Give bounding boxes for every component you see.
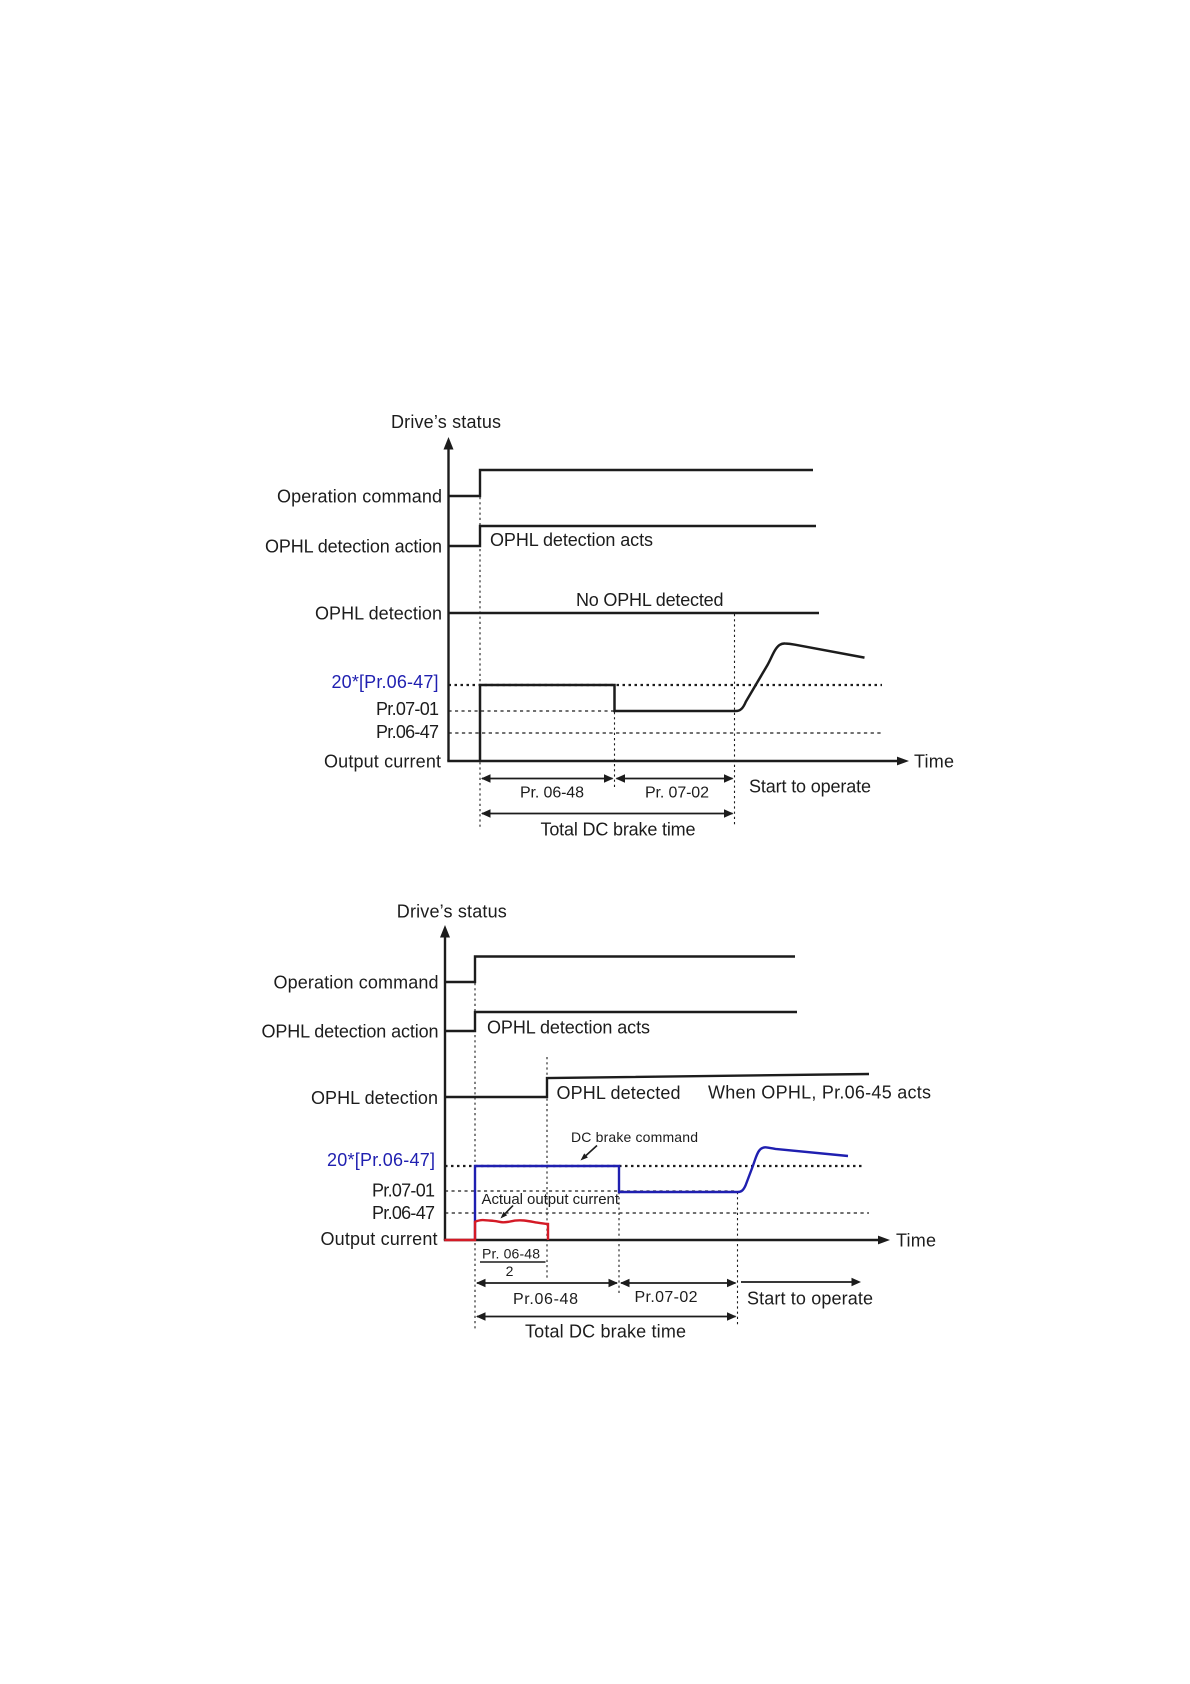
svg-text:Time: Time — [914, 751, 954, 771]
svg-text:Pr.07-01: Pr.07-01 — [372, 1181, 435, 1201]
svg-text:Pr. 07-02: Pr. 07-02 — [645, 785, 709, 802]
svg-text:DC brake command: DC brake command — [571, 1129, 698, 1145]
svg-text:When OPHL, Pr.06-45 acts: When OPHL, Pr.06-45 acts — [708, 1082, 931, 1102]
svg-text:OPHL detection acts: OPHL detection acts — [490, 530, 653, 550]
svg-text:Actual output current: Actual output current — [482, 1191, 620, 1208]
svg-text:Output current: Output current — [321, 1229, 438, 1249]
svg-text:20*[Pr.06-47]: 20*[Pr.06-47] — [332, 672, 439, 692]
svg-text:Time: Time — [896, 1230, 936, 1250]
svg-text:OPHL detection acts: OPHL detection acts — [487, 1018, 650, 1038]
svg-text:20*[Pr.06-47]: 20*[Pr.06-47] — [327, 1150, 435, 1170]
svg-text:Operation command: Operation command — [277, 486, 442, 506]
svg-text:Total DC brake time: Total DC brake time — [541, 820, 696, 840]
svg-text:Pr.06-47: Pr.06-47 — [372, 1203, 435, 1223]
svg-text:2: 2 — [506, 1263, 514, 1279]
svg-text:Start to operate: Start to operate — [749, 776, 871, 796]
svg-text:OPHL detection action: OPHL detection action — [265, 536, 442, 556]
svg-text:Pr.07-02: Pr.07-02 — [635, 1289, 698, 1306]
svg-text:No OPHL detected: No OPHL detected — [576, 590, 724, 610]
svg-text:OPHL detection: OPHL detection — [311, 1088, 438, 1108]
svg-text:OPHL detected: OPHL detected — [557, 1083, 681, 1103]
svg-text:OPHL detection action: OPHL detection action — [262, 1021, 439, 1041]
svg-text:Start to operate: Start to operate — [747, 1288, 873, 1308]
svg-text:Pr. 06-48: Pr. 06-48 — [520, 785, 584, 802]
svg-text:Pr.06-48: Pr.06-48 — [513, 1291, 578, 1308]
svg-text:OPHL detection: OPHL detection — [315, 603, 442, 623]
svg-text:Drive’s status: Drive’s status — [397, 901, 507, 921]
svg-text:Operation command: Operation command — [274, 972, 439, 992]
svg-text:Drive’s status: Drive’s status — [391, 412, 501, 432]
svg-text:Total DC brake time: Total DC brake time — [525, 1322, 686, 1342]
svg-text:Pr.06-47: Pr.06-47 — [376, 722, 439, 742]
svg-text:Pr.07-01: Pr.07-01 — [376, 699, 439, 719]
svg-text:Output current: Output current — [324, 751, 441, 771]
svg-text:Pr. 06-48: Pr. 06-48 — [482, 1246, 540, 1262]
